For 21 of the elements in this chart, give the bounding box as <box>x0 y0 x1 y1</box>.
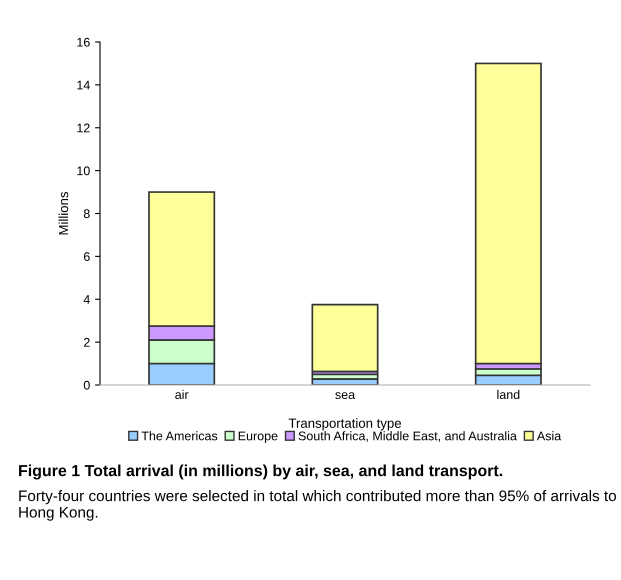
bar <box>312 304 378 372</box>
y-tick-label: 16 <box>77 38 90 47</box>
y-tick-label: 0 <box>84 380 90 390</box>
legend-label: South Africa, Middle East, and Australia <box>298 431 517 442</box>
y-axis-title: Millions <box>58 192 68 234</box>
y-tick-label: 14 <box>77 80 90 90</box>
legend-label: The Americas <box>142 431 218 440</box>
x-tick-label: land <box>497 390 520 400</box>
legend-label: Asia <box>536 431 562 440</box>
y-tick-label: 6 <box>84 252 90 262</box>
y-tick-label: 12 <box>77 124 90 132</box>
y-tick-label: 2 <box>84 338 90 347</box>
y-tick-label: 4 <box>84 295 90 304</box>
x-axis-title: Transportation type <box>288 418 402 430</box>
x-tick-label: air <box>175 390 188 400</box>
legend-label: Europe <box>238 432 278 443</box>
x-tick-label: sea <box>335 392 356 400</box>
y-tick-label: 8 <box>84 209 90 218</box>
y-tick-label: 10 <box>77 166 90 176</box>
text: Forty-four countries were selected in total which contributed more than 95% of arrivals to Hong Kong. <box>19 490 616 521</box>
text: Figure 1 Total arrival (in millions) by air, sea, and land transport. <box>19 464 502 480</box>
